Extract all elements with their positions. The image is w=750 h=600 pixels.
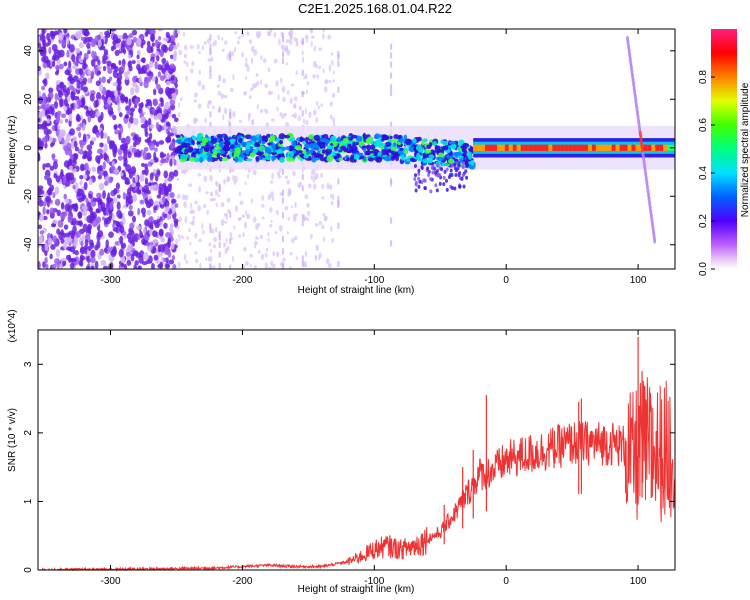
colorbar-tick-label: 0.2: [698, 214, 709, 228]
colorbar: 0.0 0.2 0.4 0.6 0.8 Normalized spectral ampl…: [698, 29, 750, 276]
snr-y-ticks: 0 1 2 3: [23, 361, 675, 573]
x-tick-label: 0: [503, 576, 509, 587]
snr-x-ticks: -300 -200 -100 0 100: [101, 330, 647, 587]
x-tick-label: -200: [232, 275, 252, 286]
spectrogram-frame: [37, 28, 676, 270]
snr-y-multiplier: (x10^4): [7, 309, 18, 342]
y-tick-label: -20: [23, 189, 34, 204]
colorbar-tick-label: 0.6: [698, 118, 709, 132]
snr-panel: -300 -200 -100 0 100 0 1 2 3 Height of straight…: [7, 309, 676, 595]
y-tick-label: -40: [23, 237, 34, 252]
y-tick-label: 40: [23, 45, 34, 57]
y-tick-label: 2: [23, 430, 34, 436]
spectrogram-y-axis-label: Frequency (Hz): [7, 116, 18, 185]
colorbar-tick-label: 0.0: [698, 262, 709, 276]
x-tick-label: -300: [101, 576, 121, 587]
y-tick-label: 20: [23, 93, 34, 105]
spectrogram-x-ticks: -300 -200 -100 0 100: [101, 29, 647, 286]
spectrogram-x-axis-label: Height of straight line (km): [298, 285, 415, 296]
snr-frame: [37, 329, 676, 571]
y-tick-label: 0: [23, 567, 34, 573]
y-tick-label: 3: [23, 361, 34, 367]
colorbar-label: Normalized spectral amplitude: [740, 82, 750, 217]
x-tick-label: 0: [503, 275, 509, 286]
spectrogram-y-ticks: -40 -20 0 20 40: [23, 45, 675, 252]
spectrogram-image: [38, 29, 675, 269]
x-tick-label: -100: [364, 275, 384, 286]
snr-y-axis-label: SNR (10 * v/v): [7, 408, 18, 472]
x-tick-label: 100: [630, 275, 647, 286]
x-tick-label: -100: [364, 576, 384, 587]
x-tick-label: 100: [630, 576, 647, 587]
x-tick-label: -300: [101, 275, 121, 286]
spectrogram-cells: [38, 29, 675, 269]
snr-plot-area: [38, 336, 675, 572]
page-title: C2E1.2025.168.01.04.R22: [298, 1, 452, 16]
x-tick-label: -200: [232, 576, 252, 587]
colorbar-gradient: [711, 29, 737, 269]
y-tick-label: 0: [23, 145, 34, 151]
snr-x-axis-label: Height of straight line (km): [298, 584, 415, 595]
y-tick-label: 1: [23, 498, 34, 504]
colorbar-tick-label: 0.8: [698, 70, 709, 84]
colorbar-ticks: 0.0 0.2 0.4 0.6 0.8: [698, 70, 715, 276]
snr-series-line: [38, 377, 675, 572]
colorbar-tick-label: 0.4: [698, 166, 709, 180]
